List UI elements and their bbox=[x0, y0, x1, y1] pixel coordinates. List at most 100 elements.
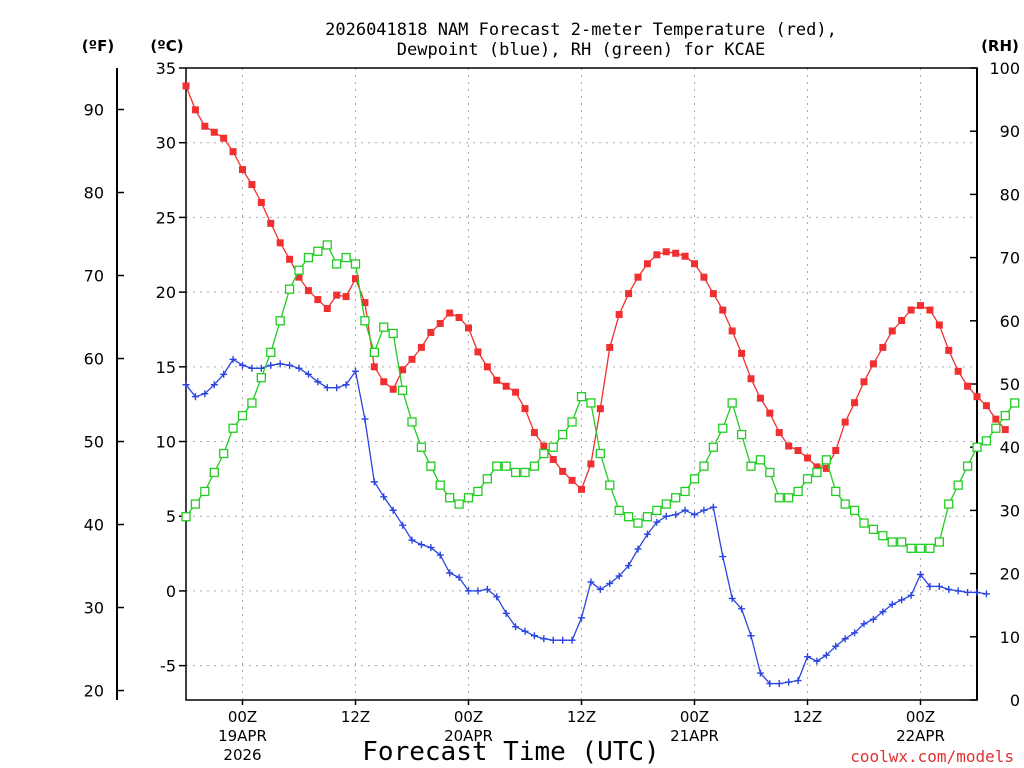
data-point bbox=[540, 635, 548, 643]
data-point bbox=[700, 506, 708, 514]
data-point bbox=[747, 375, 755, 383]
data-point bbox=[322, 240, 332, 250]
data-point bbox=[973, 393, 981, 401]
data-point bbox=[493, 593, 501, 601]
data-point bbox=[220, 134, 228, 142]
data-point bbox=[906, 543, 916, 553]
data-point bbox=[681, 252, 689, 260]
data-point bbox=[812, 467, 822, 478]
data-point bbox=[897, 537, 907, 547]
fahrenheit-tick-label: 80 bbox=[84, 184, 104, 203]
data-point bbox=[822, 651, 830, 659]
data-point bbox=[851, 629, 859, 637]
data-point bbox=[493, 376, 501, 384]
data-point bbox=[465, 587, 472, 595]
series-dewpoint bbox=[182, 355, 990, 688]
data-point bbox=[228, 423, 238, 433]
fahrenheit-tick-label: 70 bbox=[84, 267, 104, 286]
data-point bbox=[982, 590, 990, 598]
data-point bbox=[691, 260, 698, 268]
chart-title-line2: Dewpoint (blue), RH (green) for KCAE bbox=[397, 40, 765, 60]
rh-tick-label: 30 bbox=[1000, 501, 1020, 520]
data-point bbox=[766, 409, 774, 417]
data-point bbox=[578, 614, 585, 622]
data-point bbox=[596, 585, 604, 593]
data-point bbox=[417, 343, 425, 351]
celsius-axis: 35 30 25 20 15 10 5 0 -5 bbox=[156, 59, 186, 676]
data-point bbox=[229, 355, 237, 363]
data-point bbox=[747, 632, 755, 640]
data-point bbox=[926, 306, 934, 314]
data-point bbox=[267, 361, 275, 369]
data-point bbox=[455, 573, 463, 581]
data-point bbox=[981, 436, 992, 446]
data-point bbox=[832, 446, 840, 454]
celsius-tick-label: 10 bbox=[156, 433, 176, 452]
series-line bbox=[185, 85, 1006, 491]
data-point bbox=[502, 609, 510, 617]
data-point bbox=[549, 636, 557, 644]
x-axis-label: Forecast Time (UTC) bbox=[362, 737, 659, 767]
celsius-tick-label: 30 bbox=[156, 134, 176, 153]
data-point bbox=[304, 370, 312, 378]
data-point bbox=[361, 299, 369, 307]
rh-tick-label: 70 bbox=[1000, 249, 1020, 268]
data-point bbox=[342, 381, 350, 389]
data-point bbox=[323, 384, 331, 392]
data-point bbox=[427, 544, 435, 552]
data-point bbox=[935, 582, 943, 590]
data-point bbox=[898, 596, 906, 604]
time-tick-label: 00Z bbox=[454, 708, 483, 726]
data-point bbox=[332, 259, 342, 269]
celsius-tick-label: 25 bbox=[156, 208, 176, 227]
data-point bbox=[191, 106, 199, 114]
data-point bbox=[426, 461, 436, 471]
data-point bbox=[275, 316, 285, 326]
data-point bbox=[568, 636, 576, 644]
data-point bbox=[708, 442, 718, 452]
series-layer bbox=[181, 82, 1020, 688]
data-point bbox=[879, 343, 887, 351]
fahrenheit-tick-label: 20 bbox=[84, 682, 104, 701]
data-point bbox=[314, 296, 322, 304]
data-point bbox=[738, 349, 746, 357]
data-point bbox=[483, 585, 491, 593]
data-point bbox=[736, 429, 747, 440]
fahrenheit-unit-label: (ºF) bbox=[82, 37, 114, 55]
data-point bbox=[369, 347, 379, 358]
data-point bbox=[821, 455, 831, 465]
data-point bbox=[859, 518, 869, 528]
data-point bbox=[925, 543, 935, 553]
data-point bbox=[746, 461, 756, 471]
data-point bbox=[286, 361, 294, 369]
data-point bbox=[596, 405, 604, 413]
data-point bbox=[643, 260, 651, 268]
data-point bbox=[802, 474, 813, 484]
data-point bbox=[559, 636, 567, 644]
time-tick-label: 12Z bbox=[793, 708, 822, 726]
data-point bbox=[587, 578, 595, 586]
data-point bbox=[190, 499, 201, 509]
data-point bbox=[615, 311, 623, 319]
data-point bbox=[1010, 398, 1020, 408]
data-point bbox=[191, 393, 199, 401]
data-point bbox=[360, 316, 370, 326]
rh-unit-label: (RH) bbox=[981, 37, 1019, 55]
data-point bbox=[352, 275, 359, 283]
data-point bbox=[691, 511, 698, 519]
data-point bbox=[521, 627, 529, 635]
data-point bbox=[766, 680, 774, 688]
data-point bbox=[869, 360, 877, 368]
data-point bbox=[991, 423, 1001, 433]
data-point bbox=[623, 512, 634, 522]
data-point bbox=[728, 327, 736, 335]
data-point bbox=[633, 518, 643, 528]
data-point bbox=[455, 314, 463, 322]
data-point bbox=[257, 198, 265, 206]
series-rh bbox=[181, 240, 1020, 553]
data-point bbox=[755, 455, 766, 465]
time-tick-label: 12Z bbox=[341, 708, 370, 726]
data-point bbox=[379, 322, 389, 332]
data-point bbox=[709, 503, 717, 511]
data-point bbox=[539, 448, 549, 459]
